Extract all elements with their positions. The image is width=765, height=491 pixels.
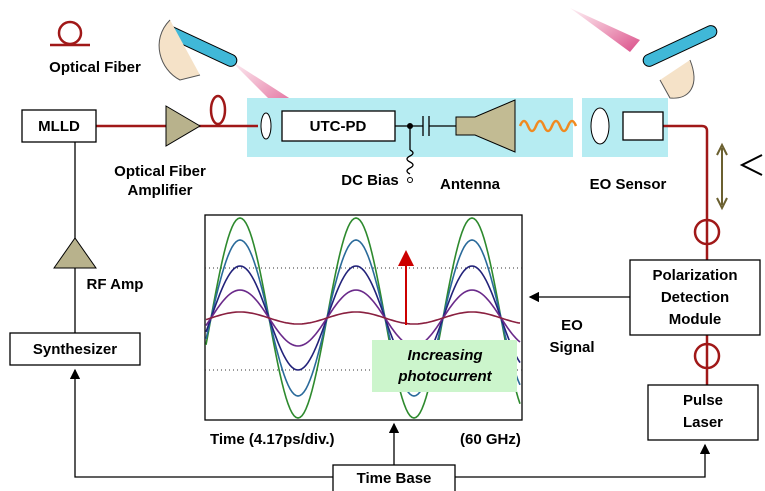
dc-bias-label: DC Bias xyxy=(341,172,399,189)
eo-crystal xyxy=(623,112,663,140)
pulse-laser-label: Laser xyxy=(683,414,723,431)
eo-sensor-label: EO Sensor xyxy=(590,176,667,193)
annotation: photocurrent xyxy=(397,368,492,385)
annotation: Increasing xyxy=(407,347,482,364)
rf-amp xyxy=(54,238,96,268)
x-label: Time (4.17ps/div.) xyxy=(210,431,335,448)
synthesizer-label: Synthesizer xyxy=(33,341,117,358)
polarization-label: Module xyxy=(669,311,722,328)
eo-signal-label: EO xyxy=(561,317,583,334)
fiber-legend: Optical Fiber xyxy=(49,22,141,76)
time-base-label: Time Base xyxy=(357,470,432,487)
amplifier xyxy=(166,106,200,146)
rf-amp-label: RF Amp xyxy=(87,276,144,293)
diagram: Optical Fiber MLLD Optical Fiber Amplifi… xyxy=(0,0,765,491)
amplifier-label: Amplifier xyxy=(127,182,192,199)
eo-signal-label: Signal xyxy=(549,339,594,356)
legend-label: Optical Fiber xyxy=(49,59,141,76)
pulse-laser-label: Pulse xyxy=(683,392,723,409)
polarization-symbol xyxy=(717,145,762,208)
utc-pd-label: UTC-PD xyxy=(310,118,367,135)
amplifier-label: Optical Fiber xyxy=(114,163,206,180)
lens xyxy=(261,113,271,139)
mlld-label: MLLD xyxy=(38,118,80,135)
polarization-label: Detection xyxy=(661,289,729,306)
antenna-label: Antenna xyxy=(440,176,501,193)
polarization-label: Polarization xyxy=(652,267,737,284)
lens xyxy=(591,108,609,144)
frequency-label: (60 GHz) xyxy=(460,431,521,448)
